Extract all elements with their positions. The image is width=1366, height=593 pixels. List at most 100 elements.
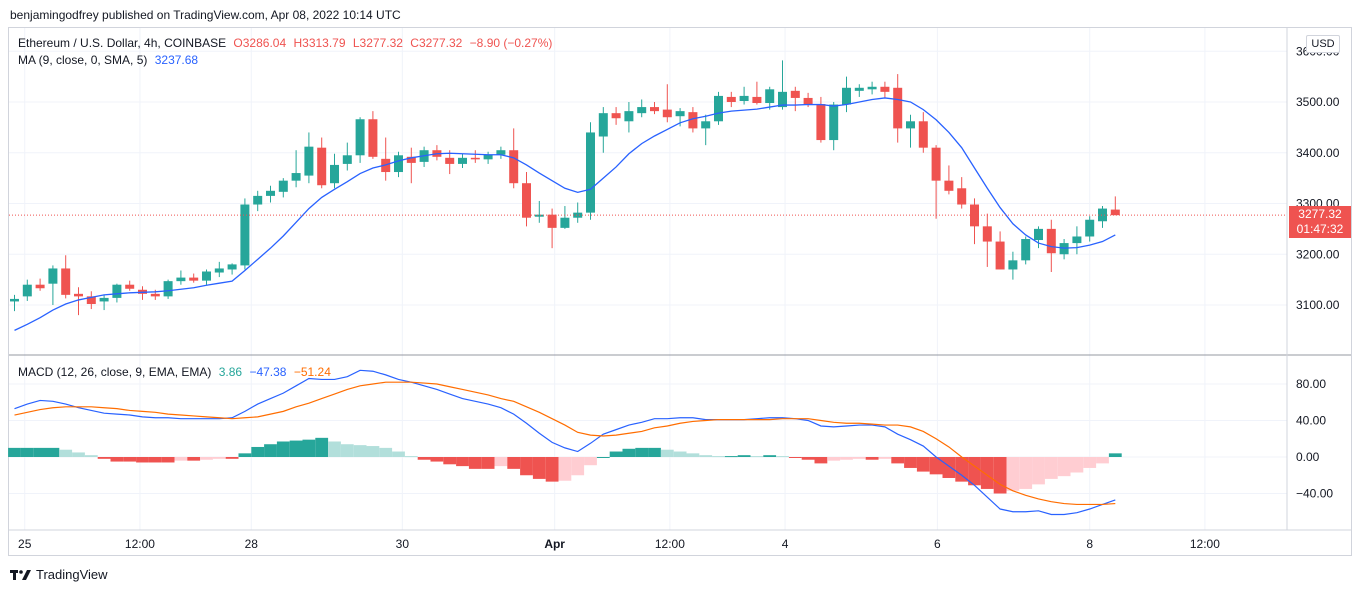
macd-histogram-bar xyxy=(596,457,610,458)
macd-histogram-bar xyxy=(110,457,124,462)
candle-body xyxy=(48,268,58,284)
macd-histogram-bar xyxy=(46,447,60,457)
candle-body xyxy=(163,281,173,297)
candle-body xyxy=(317,147,327,186)
candle-body xyxy=(893,87,903,129)
macd-histogram-bar xyxy=(878,457,892,459)
macd-histogram-bar xyxy=(276,441,290,457)
candle-body xyxy=(816,104,826,141)
macd-histogram-bar xyxy=(148,457,162,463)
macd-histogram-bar xyxy=(404,456,418,458)
candle-body xyxy=(714,95,723,122)
macd-histogram-bar xyxy=(673,451,687,457)
macd-histogram-bar xyxy=(609,451,623,457)
candle-body xyxy=(240,204,250,266)
macd-histogram-bar xyxy=(33,447,47,457)
candle-body xyxy=(701,121,711,129)
last-price-tag: 3277.32 01:47:32 xyxy=(1289,206,1351,238)
candle-body xyxy=(547,214,557,228)
macd-histogram-bar xyxy=(840,457,853,460)
change-value: −8.90 (−0.27%) xyxy=(469,36,553,50)
macd-histogram-bar xyxy=(545,457,559,482)
macd-histogram-bar xyxy=(801,457,815,460)
signal-line xyxy=(14,381,1116,506)
macd-line xyxy=(14,369,1116,516)
candle-body xyxy=(445,157,455,164)
time-tick-label: 25 xyxy=(18,537,32,551)
macd-histogram-bar xyxy=(97,457,111,459)
macd-histogram-bar xyxy=(456,457,469,467)
chart-canvas[interactable]: 3100.003200.003300.003400.003500.003600.… xyxy=(0,0,1366,560)
macd-histogram-bar xyxy=(468,457,482,469)
high-value: H3313.79 xyxy=(293,36,346,50)
candle-body xyxy=(598,113,608,137)
bar-countdown: 01:47:32 xyxy=(1296,222,1344,236)
candle-body xyxy=(496,150,506,155)
price-tick-label: 3400.00 xyxy=(1296,146,1340,160)
time-tick-label: 12:00 xyxy=(1190,537,1220,551)
candle-body xyxy=(560,217,570,228)
candle-body xyxy=(125,284,135,289)
candle-body xyxy=(1008,260,1018,270)
tradingview-logo[interactable]: TradingView xyxy=(10,567,108,582)
candle-body xyxy=(624,111,634,122)
macd-histogram-bar xyxy=(72,452,85,457)
candle-body xyxy=(611,113,621,119)
macd-histogram-bar xyxy=(622,448,636,457)
candle-body xyxy=(150,293,160,297)
time-tick-label: Apr xyxy=(544,537,565,551)
macd-histogram-bar xyxy=(443,457,457,465)
macd-label: MACD (12, 26, close, 9, EMA, EMA) xyxy=(18,365,212,379)
candle-body xyxy=(189,277,199,281)
candle-body xyxy=(253,195,263,205)
macd-histogram-bar xyxy=(1070,457,1084,473)
macd-histogram-bar xyxy=(200,457,213,460)
candle-body xyxy=(1046,228,1056,254)
candle-body xyxy=(394,155,403,173)
tradingview-brand: TradingView xyxy=(36,567,108,582)
candle-body xyxy=(790,90,800,98)
candle-body xyxy=(291,173,301,181)
candle-body xyxy=(765,89,775,104)
time-tick-label: 12:00 xyxy=(125,537,155,551)
macd-histogram-bar xyxy=(993,457,1007,494)
candle-body xyxy=(918,121,928,148)
macd-legend: MACD (12, 26, close, 9, EMA, EMA) 3.86 −… xyxy=(18,365,335,379)
price-tick-label: 3200.00 xyxy=(1296,247,1340,261)
macd-histogram-bar xyxy=(891,457,905,464)
macd-histogram-bar xyxy=(187,457,201,461)
candle-body xyxy=(278,180,288,192)
candle-body xyxy=(867,86,877,90)
ma-line xyxy=(14,97,1116,331)
macd-histogram-bar xyxy=(686,453,700,457)
macd-histogram-bar xyxy=(635,447,649,457)
currency-button[interactable]: USD xyxy=(1306,35,1340,53)
candle-body xyxy=(202,271,211,281)
macd-histogram-bar xyxy=(865,457,879,460)
macd-histogram-bar xyxy=(136,457,149,463)
macd-line-value: −47.38 xyxy=(249,365,287,379)
macd-histogram-bar xyxy=(827,457,841,461)
candle-body xyxy=(509,150,519,184)
macd-histogram-bar xyxy=(1044,457,1058,479)
macd-histogram-bar xyxy=(8,447,21,457)
macd-histogram-bar xyxy=(340,444,354,457)
candle-body xyxy=(739,95,749,101)
macd-histogram-bar xyxy=(955,457,969,482)
macd-signal-value: −51.24 xyxy=(293,365,331,379)
candle-body xyxy=(957,188,967,205)
ma-value: 3237.68 xyxy=(154,53,199,67)
candle-body xyxy=(995,241,1005,270)
macd-histogram-bar xyxy=(84,455,98,457)
candle-body xyxy=(22,284,32,297)
candle-body xyxy=(688,112,698,129)
low-value: L3277.32 xyxy=(352,36,403,50)
candle-body xyxy=(214,268,224,273)
macd-histogram-bar xyxy=(353,445,367,457)
macd-histogram-bar xyxy=(584,457,597,466)
candle-body xyxy=(803,97,813,105)
macd-histogram-bar xyxy=(776,456,789,458)
candle-body xyxy=(266,190,275,196)
macd-histogram-bar xyxy=(699,455,713,457)
macd-histogram-bar xyxy=(315,437,329,457)
